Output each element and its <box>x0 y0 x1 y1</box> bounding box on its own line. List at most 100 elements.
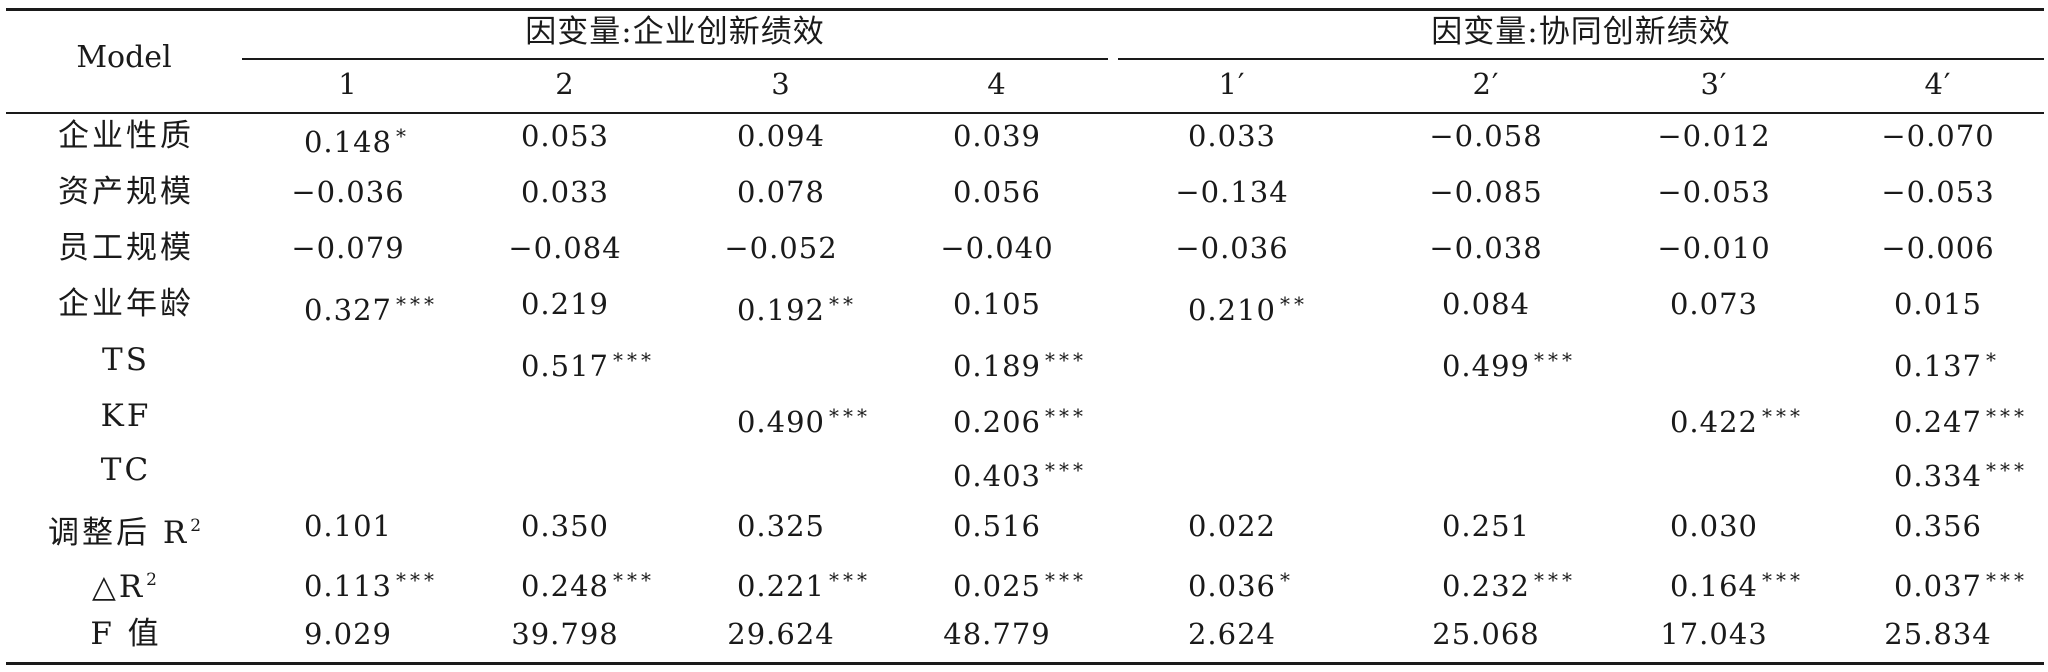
coefficient-value: −0.134 <box>1175 175 1289 209</box>
coefficient-value: 0.094 <box>736 119 826 153</box>
significance-stars: * <box>396 124 411 148</box>
column-header-1: 1 <box>338 67 358 101</box>
significance-stars: *** <box>1762 568 1805 592</box>
coefficient-value: −0.010 <box>1657 231 1771 265</box>
table-cell: 0.206 *** <box>953 398 1087 439</box>
table-cell: 29.624 <box>727 616 834 652</box>
coefficient-value: 0.101 <box>303 509 393 543</box>
coefficient-value: 0.033 <box>1187 119 1277 153</box>
column-header-5: 1′ <box>1218 67 1246 101</box>
table-cell: −0.085 <box>1429 174 1542 210</box>
significance-stars: *** <box>613 348 656 372</box>
table-cell: −0.012 <box>1657 118 1770 154</box>
coefficient-value: −0.036 <box>291 175 405 209</box>
coefficient-value: −0.085 <box>1429 175 1543 209</box>
row-label: △R2 <box>92 562 161 605</box>
table-cell: 0.015 <box>1894 286 1982 322</box>
coefficient-value: 48.779 <box>943 617 1051 651</box>
coefficient-value: 0.325 <box>736 509 826 543</box>
row-label-text: △R <box>91 569 146 605</box>
table-cell: 17.043 <box>1660 616 1767 652</box>
significance-stars: *** <box>1986 568 2029 592</box>
table-cell: 0.221 *** <box>737 562 872 603</box>
table-cell: −0.036 <box>1175 230 1288 266</box>
top-rule <box>6 8 2044 11</box>
row-label-text: 资产规模 <box>58 174 194 210</box>
significance-stars: *** <box>1986 458 2029 482</box>
table-cell: 0.078 <box>737 174 825 210</box>
row-label: F 值 <box>90 616 161 652</box>
row-label: KF <box>101 398 152 434</box>
coefficient-value: 25.068 <box>1432 617 1540 651</box>
coefficient-value: 0.219 <box>520 287 610 321</box>
table-cell: −0.053 <box>1657 174 1770 210</box>
coefficient-value: 0.030 <box>1669 509 1759 543</box>
table-cell: 0.101 <box>304 508 392 544</box>
row-label: 调整后 R2 <box>48 508 205 551</box>
table-cell: 0.033 <box>521 174 609 210</box>
significance-stars: *** <box>829 568 872 592</box>
table-cell: 0.350 <box>521 508 609 544</box>
row-label-text: 企业性质 <box>58 118 194 154</box>
column-header-7: 3′ <box>1700 67 1728 101</box>
row-label-text: KF <box>100 398 152 434</box>
column-header-3: 3 <box>771 67 791 101</box>
coefficient-value: 0.148 <box>303 125 393 159</box>
table-cell: 0.189 *** <box>953 342 1087 383</box>
table-cell: 0.192 ** <box>737 286 857 327</box>
table-cell: 0.030 <box>1670 508 1758 544</box>
table-cell: 9.029 <box>304 616 392 652</box>
table-cell: 0.327 *** <box>304 286 438 327</box>
table-cell: 2.624 <box>1188 616 1276 652</box>
coefficient-value: −0.012 <box>1657 119 1771 153</box>
table-cell: 0.039 <box>953 118 1041 154</box>
table-cell: 0.334 *** <box>1894 452 2029 493</box>
coefficient-value: −0.058 <box>1429 119 1543 153</box>
coefficient-value: 0.164 <box>1669 569 1759 603</box>
coefficient-value: 0.327 <box>303 293 393 327</box>
coefficient-value: 0.334 <box>1893 459 1983 493</box>
coefficient-value: 0.247 <box>1893 405 1983 439</box>
table-cell: 0.164 *** <box>1670 562 1805 603</box>
table-cell: 0.403 *** <box>953 452 1087 493</box>
coefficient-value: 0.516 <box>952 509 1042 543</box>
coefficient-value: 0.137 <box>1893 349 1983 383</box>
table-cell: 25.834 <box>1884 616 1991 652</box>
table-cell: 0.325 <box>737 508 825 544</box>
table-cell: −0.052 <box>724 230 837 266</box>
coefficient-value: 0.403 <box>952 459 1042 493</box>
group-rule-collaborative-innovation <box>1118 58 2044 60</box>
coefficient-value: 0.039 <box>952 119 1042 153</box>
coefficient-value: 0.189 <box>952 349 1042 383</box>
table-cell: 0.056 <box>953 174 1041 210</box>
row-label-superscript: 2 <box>190 516 205 536</box>
table-cell: −0.070 <box>1881 118 1994 154</box>
table-cell: 0.094 <box>737 118 825 154</box>
row-label: 员工规模 <box>58 230 194 266</box>
coefficient-value: 0.248 <box>520 569 610 603</box>
coefficient-value: 0.232 <box>1441 569 1531 603</box>
table-cell: 39.798 <box>511 616 618 652</box>
row-label-superscript: 2 <box>146 570 161 590</box>
column-header-2: 2 <box>555 67 575 101</box>
significance-stars: *** <box>613 568 656 592</box>
coefficient-value: 25.834 <box>1884 617 1992 651</box>
table-cell: 0.105 <box>953 286 1041 322</box>
table-cell: 0.251 <box>1442 508 1530 544</box>
coefficient-value: 0.084 <box>1441 287 1531 321</box>
group-header-enterprise-innovation: 因变量:企业创新绩效 <box>525 14 825 50</box>
table-cell: −0.053 <box>1881 174 1994 210</box>
coefficient-value: 0.210 <box>1187 293 1277 327</box>
coefficient-value: 39.798 <box>511 617 619 651</box>
coefficient-value: 0.350 <box>520 509 610 543</box>
coefficient-value: −0.052 <box>724 231 838 265</box>
table-cell: 0.148 * <box>304 118 411 159</box>
coefficient-value: 0.499 <box>1441 349 1531 383</box>
table-cell: 0.490 *** <box>737 398 872 439</box>
significance-stars: *** <box>829 404 872 428</box>
coefficient-value: 0.036 <box>1187 569 1277 603</box>
table-cell: −0.079 <box>291 230 404 266</box>
significance-stars: * <box>1986 348 2001 372</box>
coefficient-value: −0.040 <box>940 231 1054 265</box>
coefficient-value: 0.517 <box>520 349 610 383</box>
